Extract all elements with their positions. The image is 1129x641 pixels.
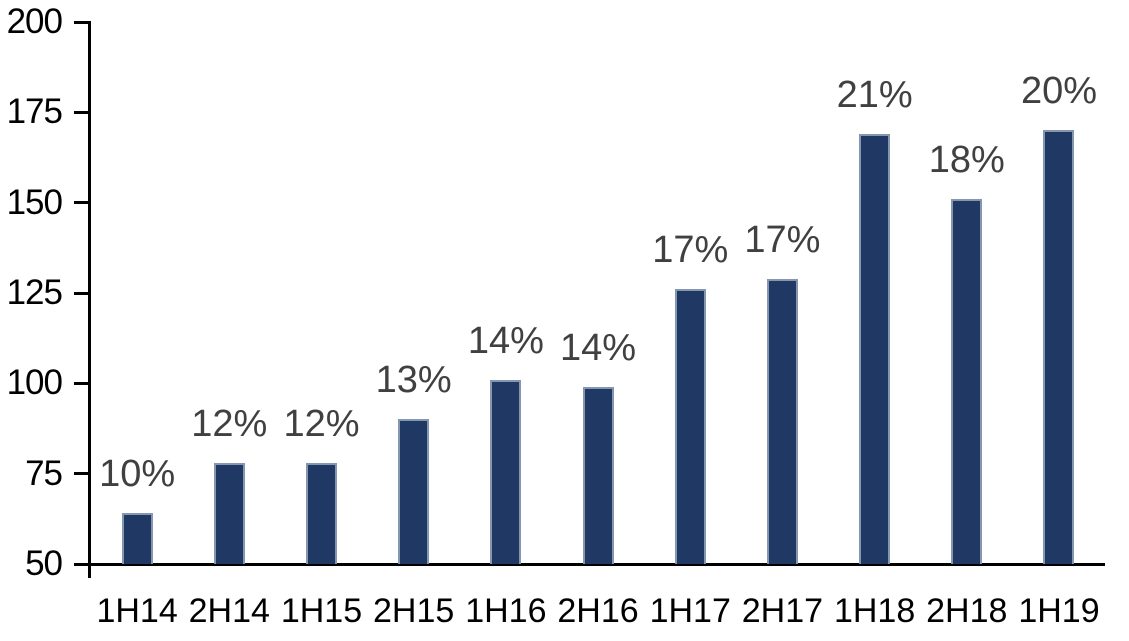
x-category-label: 1H17 xyxy=(649,592,731,630)
bar-slot: 21% xyxy=(829,22,921,564)
bar-value-label: 12% xyxy=(191,403,268,445)
x-category-label: 2H15 xyxy=(373,592,455,630)
x-category-label: 2H14 xyxy=(188,592,270,630)
plot-area: 10% 12% 12% 13% 14% 14% 17% 17% 21% 18% 20% xyxy=(91,22,1105,564)
bar-slot: 13% xyxy=(368,22,460,564)
x-category-label: 2H17 xyxy=(741,592,824,630)
bar-value-label: 21% xyxy=(836,74,913,116)
x-category-label: 2H18 xyxy=(926,592,1008,630)
x-axis-origin-tick xyxy=(88,566,91,578)
bar xyxy=(859,134,891,564)
bar-slot: 14% xyxy=(552,22,644,564)
y-axis-tick-mark xyxy=(74,382,91,385)
x-category-label: 1H14 xyxy=(96,592,178,630)
x-category-label: 1H15 xyxy=(280,592,363,630)
y-axis-tick-mark xyxy=(74,563,91,566)
bar-slot: 17% xyxy=(644,22,736,564)
x-axis-line xyxy=(88,563,1105,566)
bar-slot: 14% xyxy=(460,22,552,564)
bar xyxy=(398,419,430,564)
y-axis-tick-label: 175 xyxy=(6,92,63,131)
bar xyxy=(305,463,337,564)
bar-value-label: 14% xyxy=(560,327,637,369)
bar xyxy=(674,289,706,564)
bar-value-label: 20% xyxy=(1020,70,1097,112)
bar xyxy=(951,199,983,564)
bar xyxy=(213,463,245,564)
bar-value-label: 12% xyxy=(283,403,360,445)
bar-slot: 12% xyxy=(275,22,367,564)
y-axis-tick-label: 125 xyxy=(6,273,63,312)
x-category-label: 2H16 xyxy=(557,592,639,630)
y-axis-tick-mark xyxy=(74,292,91,295)
bar xyxy=(490,380,522,564)
bar-slot: 12% xyxy=(183,22,275,564)
bar-slot: 10% xyxy=(91,22,183,564)
bar-value-label: 17% xyxy=(744,219,821,261)
bar xyxy=(766,279,798,564)
y-axis-tick-label: 200 xyxy=(6,2,63,41)
bar xyxy=(121,513,153,564)
bar-value-label: 18% xyxy=(928,139,1005,181)
y-axis-tick-label: 50 xyxy=(25,544,63,583)
bar-value-label: 14% xyxy=(467,320,544,362)
y-axis-tick-mark xyxy=(74,111,91,114)
x-category-label: 1H16 xyxy=(465,592,547,630)
bar-slot: 17% xyxy=(736,22,828,564)
y-axis-tick-mark xyxy=(74,201,91,204)
bar-value-label: 13% xyxy=(375,359,452,401)
bar-value-label: 17% xyxy=(652,229,729,271)
bar-value-label: 10% xyxy=(99,453,176,495)
y-axis-tick-mark xyxy=(74,21,91,24)
bar-slot: 18% xyxy=(921,22,1013,564)
y-axis-tick-label: 150 xyxy=(6,183,63,222)
bar xyxy=(1043,130,1075,564)
x-category-label: 1H18 xyxy=(833,592,916,630)
y-axis-tick-label: 75 xyxy=(25,454,63,493)
y-axis-tick-label: 100 xyxy=(6,363,63,402)
y-axis-tick-mark xyxy=(74,472,91,475)
bar xyxy=(582,387,614,564)
x-axis-labels: 1H14 2H14 1H15 2H15 1H16 2H16 1H17 2H17 1H18 2H18… xyxy=(91,591,1105,631)
x-category-label: 1H19 xyxy=(1018,592,1100,630)
bar-slot: 20% xyxy=(1013,22,1105,564)
